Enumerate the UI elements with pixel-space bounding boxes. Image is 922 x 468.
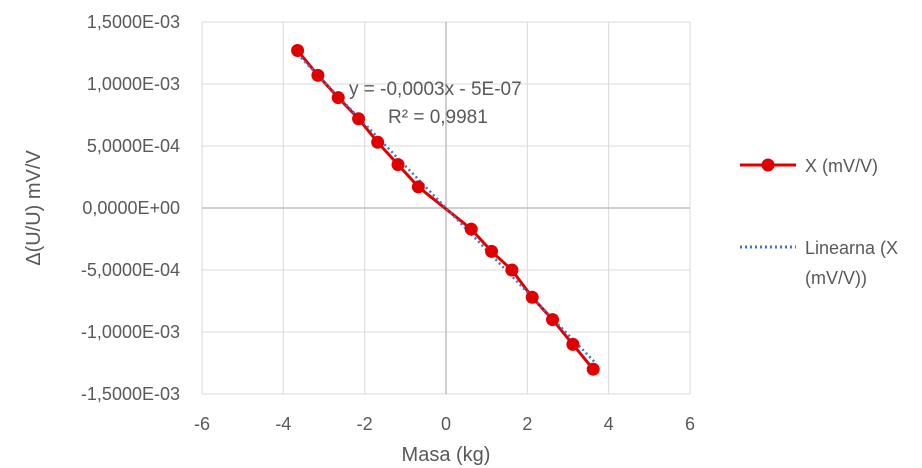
y-tick-label: 5,0000E-04 (87, 136, 180, 156)
trendline-equation: y = -0,0003x - 5E-07 (349, 79, 522, 100)
data-point (566, 337, 580, 351)
data-point (311, 68, 325, 82)
x-tick-label: 4 (604, 414, 614, 434)
series (291, 44, 600, 376)
legend-label-series1: X (mV/V) (805, 156, 878, 176)
x-tick-label: 6 (685, 414, 695, 434)
x-tick-label: -2 (357, 414, 373, 434)
legend-marker-dot-series1 (761, 158, 775, 172)
x-tick-label: 2 (522, 414, 532, 434)
r-squared-label: R² = 0,9981 (388, 107, 488, 128)
data-point (331, 91, 345, 105)
y-tick-label: 1,0000E-03 (87, 74, 180, 94)
y-tick-label: -1,5000E-03 (81, 384, 180, 404)
y-tick-label: -5,0000E-04 (81, 260, 180, 280)
data-point (485, 244, 499, 258)
y-axis-title: Δ(U/U) mV/V (23, 150, 45, 266)
y-tick-label: 0,0000E+00 (82, 198, 180, 218)
y-tick-label: 1,5000E-03 (87, 12, 180, 32)
x-tick-label: -4 (275, 414, 291, 434)
trendline-linear (296, 53, 596, 363)
data-point (525, 290, 539, 304)
data-point (505, 263, 519, 277)
data-point (371, 135, 385, 149)
tick-labels: -6 -4 -2 0 2 4 6 1,5000E-03 1,0000E-03 5,0000E-04… (81, 12, 695, 434)
data-point (291, 44, 305, 58)
x-tick-label: 0 (441, 414, 451, 434)
data-point (586, 362, 600, 376)
legend: X (mV/V) Linearna (X (mV/V)) (740, 156, 898, 288)
x-tick-label: -6 (194, 414, 210, 434)
legend-label-trendline-line2: (mV/V)) (805, 268, 867, 288)
data-point (411, 180, 425, 194)
data-point (352, 112, 366, 126)
data-point (546, 313, 560, 327)
y-tick-label: -1,0000E-03 (81, 322, 180, 342)
legend-label-trendline-line1: Linearna (X (805, 238, 898, 258)
x-axis-title: Masa (kg) (402, 444, 491, 466)
data-point (464, 222, 478, 236)
data-point (391, 158, 405, 172)
